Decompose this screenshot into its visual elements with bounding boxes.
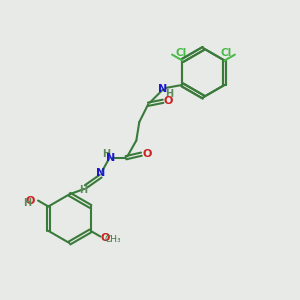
Text: Cl: Cl (220, 48, 231, 58)
Text: H: H (79, 185, 87, 195)
Text: O: O (142, 149, 152, 159)
Text: H: H (103, 149, 111, 159)
Text: Cl: Cl (175, 48, 186, 58)
Text: N: N (106, 153, 116, 163)
Text: N: N (96, 168, 105, 178)
Text: O: O (25, 196, 34, 206)
Text: CH₃: CH₃ (104, 235, 121, 244)
Text: H: H (23, 199, 31, 208)
Text: O: O (100, 233, 110, 243)
Text: N: N (158, 84, 168, 94)
Text: H: H (166, 89, 174, 99)
Text: O: O (164, 96, 173, 106)
